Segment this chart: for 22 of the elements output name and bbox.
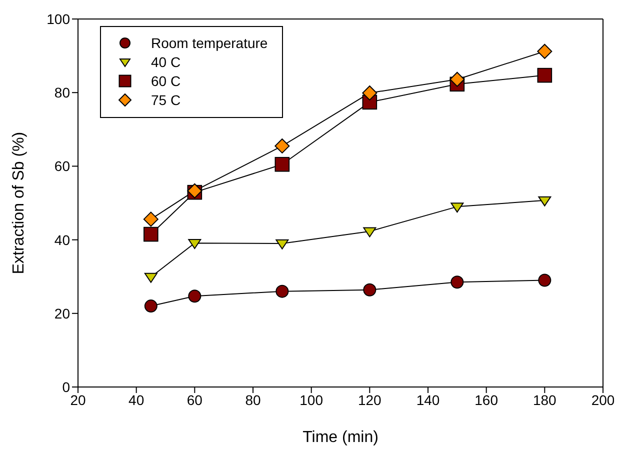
x-tick-label: 160 xyxy=(474,392,498,408)
x-tick-label: 20 xyxy=(70,392,86,408)
legend-label: 60 C xyxy=(151,72,181,88)
y-tick-label: 40 xyxy=(54,232,70,248)
x-tick-label: 120 xyxy=(358,392,382,408)
x-tick-label: 80 xyxy=(245,392,261,408)
legend-label: 75 C xyxy=(151,92,181,108)
legend-label: 40 C xyxy=(151,54,181,70)
x-tick-label: 100 xyxy=(300,392,324,408)
x-tick-label: 180 xyxy=(532,392,557,408)
y-tick-label: 60 xyxy=(54,158,70,174)
x-tick-label: 40 xyxy=(128,392,144,408)
y-tick-label: 0 xyxy=(62,378,70,395)
legend-label: Room temperature xyxy=(151,34,268,50)
y-axis-title: Extraction of Sb (%) xyxy=(10,132,28,274)
y-tick-label: 20 xyxy=(54,305,70,322)
y-tick-label: 100 xyxy=(46,10,70,27)
x-axis-title: Time (min) xyxy=(302,429,378,446)
y-tick-label: 80 xyxy=(54,84,70,101)
x-tick-label: 140 xyxy=(416,392,440,408)
x-tick-label: 60 xyxy=(186,392,203,408)
x-tick-label: 200 xyxy=(591,392,615,408)
